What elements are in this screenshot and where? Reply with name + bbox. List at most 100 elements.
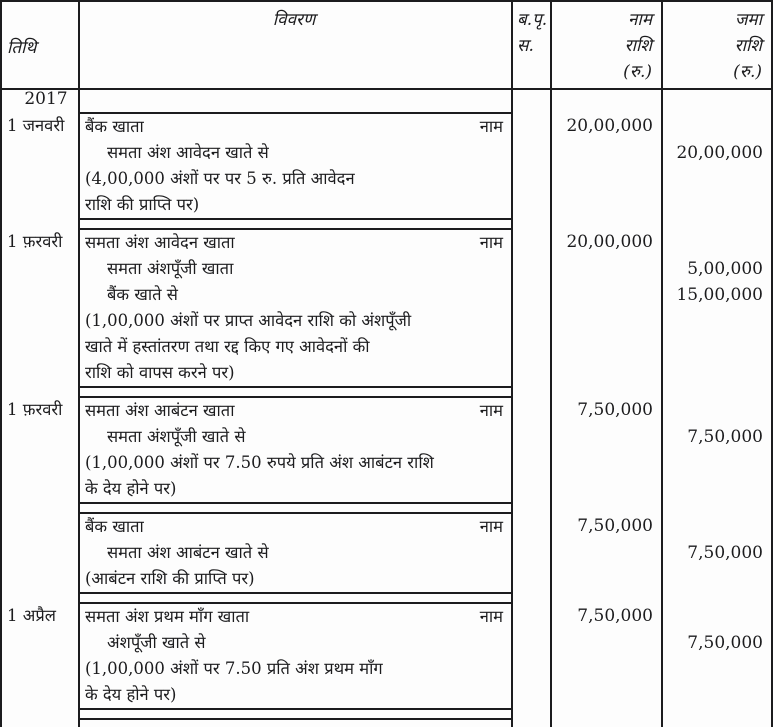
entry-gap-row [2, 388, 771, 396]
date-cell: 1 फ़रवरी [2, 396, 80, 424]
journal-entry-5-line-2: अंशपूँजी खाते से 7,50,000 [2, 630, 771, 656]
debit-marker: नाम [479, 517, 503, 536]
credit-amount-cell: 20,00,000 [663, 140, 771, 166]
entry-text: खाते में हस्तांतरण तथा रद्द किए गए आवेदन… [85, 337, 370, 356]
particulars-cell: समता अंश प्रथम माँग खाता नाम [80, 602, 513, 630]
credit-amount: 20,00,000 [676, 143, 763, 163]
journal-entry-5-line-4: के देय होने पर) [2, 682, 771, 710]
particulars-cell [80, 504, 513, 512]
debit-amount-cell: 7,50,000 [552, 602, 663, 630]
folio-cell [513, 630, 552, 656]
particulars-cell: राशि की प्राप्ति पर) [80, 192, 513, 220]
folio-cell [513, 256, 552, 282]
debit-amount-cell [552, 424, 663, 450]
entry-year-row: 2017 [2, 90, 771, 112]
journal-entry-3-line-2: समता अंशपूँजी खाते से 7,50,000 [2, 424, 771, 450]
credit-amount-cell [663, 594, 771, 602]
debit-amount: 7,50,000 [577, 400, 653, 420]
credit-amount-cell [663, 504, 771, 512]
date-cell [2, 360, 80, 388]
journal-entry-2-line-2: समता अंशपूँजी खाता 5,00,000 [2, 256, 771, 282]
date-cell [2, 308, 80, 334]
debit-marker: नाम [479, 233, 503, 252]
folio-cell [513, 308, 552, 334]
particulars-cell: (1,00,000 अंशों पर 7.50 रुपये प्रति अंश … [80, 450, 513, 476]
debit-marker: नाम [479, 607, 503, 626]
debit-amount-cell [552, 718, 663, 727]
entry-text: बैंक खाता [85, 117, 144, 136]
journal-entry-2-line-6: राशि को वापस करने पर) [2, 360, 771, 388]
date-cell: 1 जनवरी [2, 112, 80, 140]
entry-text: (आबंटन राशि की प्राप्ति पर) [85, 569, 255, 588]
entry-text: (1,00,000 अंशों पर 7.50 प्रति अंश प्रथम … [85, 659, 383, 678]
particulars-cell: बैंक खाते से [80, 282, 513, 308]
folio-cell [513, 396, 552, 424]
credit-amount-cell: 15,00,000 [663, 282, 771, 308]
col-header-date: तिथि [2, 2, 80, 90]
date-cell [2, 512, 80, 540]
entry-year: 2017 [24, 90, 68, 109]
folio-cell [513, 90, 552, 112]
entry-text: अंशपूँजी खाते से [107, 633, 206, 652]
date-cell [2, 476, 80, 504]
debit-amount-cell [552, 360, 663, 388]
col-header-date-label: तिथि [7, 37, 37, 58]
credit-amount-cell [663, 90, 771, 112]
date-cell: 1 अप्रैल [2, 602, 80, 630]
credit-amount-cell [663, 566, 771, 594]
particulars-cell: के देय होने पर) [80, 682, 513, 710]
credit-amount-cell [663, 718, 771, 727]
date-cell [2, 504, 80, 512]
date-cell [2, 656, 80, 682]
debit-amount: 20,00,000 [566, 116, 653, 136]
entry-text: राशि की प्राप्ति पर) [85, 195, 200, 214]
folio-cell [513, 140, 552, 166]
journal-entry-4-line-3: (आबंटन राशि की प्राप्ति पर) [2, 566, 771, 594]
credit-amount-cell [663, 682, 771, 710]
journal-entry-5-line-3: (1,00,000 अंशों पर 7.50 प्रति अंश प्रथम … [2, 656, 771, 682]
credit-amount: 7,50,000 [687, 633, 763, 653]
date-cell [2, 388, 80, 396]
folio-cell [513, 166, 552, 192]
entry-text: समता अंश प्रथम माँग खाता [85, 607, 250, 626]
particulars-cell: समता अंश आवेदन खाता नाम [80, 228, 513, 256]
entry-text: समता अंश आबंटन खाता [85, 401, 235, 420]
debit-amount-cell [552, 504, 663, 512]
particulars-cell: समता अंश आवेदन खाते से [80, 140, 513, 166]
debit-amount-cell: 7,50,000 [552, 512, 663, 540]
entry-gap-row [2, 594, 771, 602]
folio-cell [513, 512, 552, 540]
folio-cell [513, 192, 552, 220]
particulars-cell [80, 710, 513, 718]
entry-date: 1 जनवरी [7, 116, 65, 135]
credit-amount: 5,00,000 [687, 259, 763, 279]
col-header-credit-line3: (रु.) [733, 62, 762, 82]
date-cell [2, 282, 80, 308]
entry-gap-row [2, 220, 771, 228]
folio-cell [513, 504, 552, 512]
credit-amount-cell [663, 388, 771, 396]
credit-amount-cell [663, 512, 771, 540]
journal-entry-4-line-2: समता अंश आबंटन खाते से 7,50,000 [2, 540, 771, 566]
particulars-cell: बैंक खाता नाम [80, 112, 513, 140]
date-cell [2, 140, 80, 166]
journal-entry-1-line-1: 1 जनवरी बैंक खाता नाम 20,00,000 [2, 112, 771, 140]
debit-amount-cell [552, 710, 663, 718]
credit-amount: 15,00,000 [676, 285, 763, 305]
credit-amount-cell: 7,50,000 [663, 424, 771, 450]
particulars-cell: बैंक खाता नाम [80, 512, 513, 540]
debit-amount-cell [552, 140, 663, 166]
journal-entry-1-line-2: समता अंश आवेदन खाते से 20,00,000 [2, 140, 771, 166]
particulars-cell: समता अंश आबंटन खाता नाम [80, 396, 513, 424]
date-cell [2, 424, 80, 450]
folio-cell [513, 450, 552, 476]
journal-entry-2-line-4: (1,00,000 अंशों पर प्राप्त आवेदन राशि को… [2, 308, 771, 334]
entry-text: राशि को वापस करने पर) [85, 363, 235, 382]
folio-cell [513, 388, 552, 396]
entry-text: (4,00,000 अंशों पर पर 5 रु. प्रति आवेदन [85, 169, 355, 188]
debit-amount-cell [552, 656, 663, 682]
folio-cell [513, 710, 552, 718]
folio-cell [513, 656, 552, 682]
particulars-cell: समता अंश आबंटन खाते से [80, 540, 513, 566]
date-cell [2, 220, 80, 228]
